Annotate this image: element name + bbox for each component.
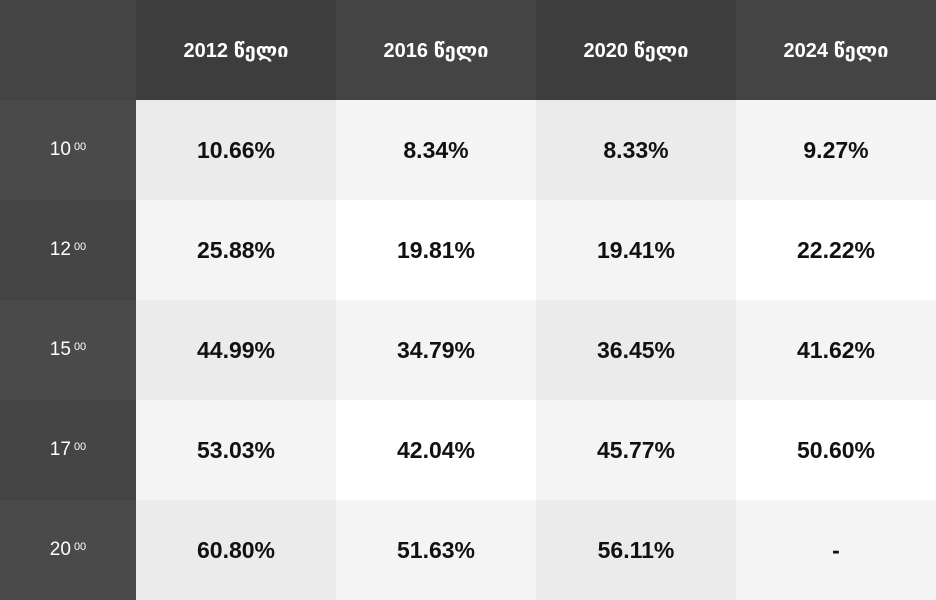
row-label-hour: 15 <box>49 339 71 360</box>
row-label: 15 00 <box>0 300 136 400</box>
table-cell: 45.77% <box>536 400 736 500</box>
row-label-hour: 17 <box>49 439 71 460</box>
row-label-minutes: 00 <box>73 341 87 353</box>
table-cell: 9.27% <box>736 100 936 200</box>
row-label-hour: 12 <box>49 239 71 260</box>
table-cell: 56.11% <box>536 500 736 600</box>
row-label-hour: 20 <box>49 539 71 560</box>
table-cell: 34.79% <box>336 300 536 400</box>
table-cell: 8.33% <box>536 100 736 200</box>
table-cell: 19.41% <box>536 200 736 300</box>
column-header: 2020 წელი <box>536 0 736 100</box>
row-label: 17 00 <box>0 400 136 500</box>
table-cell: 42.04% <box>336 400 536 500</box>
table-cell: 19.81% <box>336 200 536 300</box>
row-label-minutes: 00 <box>73 541 87 553</box>
table-cell: - <box>736 500 936 600</box>
table-cell: 44.99% <box>136 300 336 400</box>
row-label-minutes: 00 <box>73 141 87 153</box>
table-cell: 50.60% <box>736 400 936 500</box>
corner-cell <box>0 0 136 100</box>
row-label: 20 00 <box>0 500 136 600</box>
table-cell: 25.88% <box>136 200 336 300</box>
row-label-hour: 10 <box>49 139 71 160</box>
row-label-minutes: 00 <box>73 241 87 253</box>
column-header: 2024 წელი <box>736 0 936 100</box>
table-cell: 53.03% <box>136 400 336 500</box>
table-cell: 10.66% <box>136 100 336 200</box>
table-cell: 22.22% <box>736 200 936 300</box>
column-header: 2016 წელი <box>336 0 536 100</box>
row-label: 12 00 <box>0 200 136 300</box>
column-header: 2012 წელი <box>136 0 336 100</box>
row-label: 10 00 <box>0 100 136 200</box>
row-label-minutes: 00 <box>73 441 87 453</box>
table-cell: 8.34% <box>336 100 536 200</box>
table-cell: 36.45% <box>536 300 736 400</box>
table-cell: 41.62% <box>736 300 936 400</box>
table-cell: 51.63% <box>336 500 536 600</box>
table-cell: 60.80% <box>136 500 336 600</box>
